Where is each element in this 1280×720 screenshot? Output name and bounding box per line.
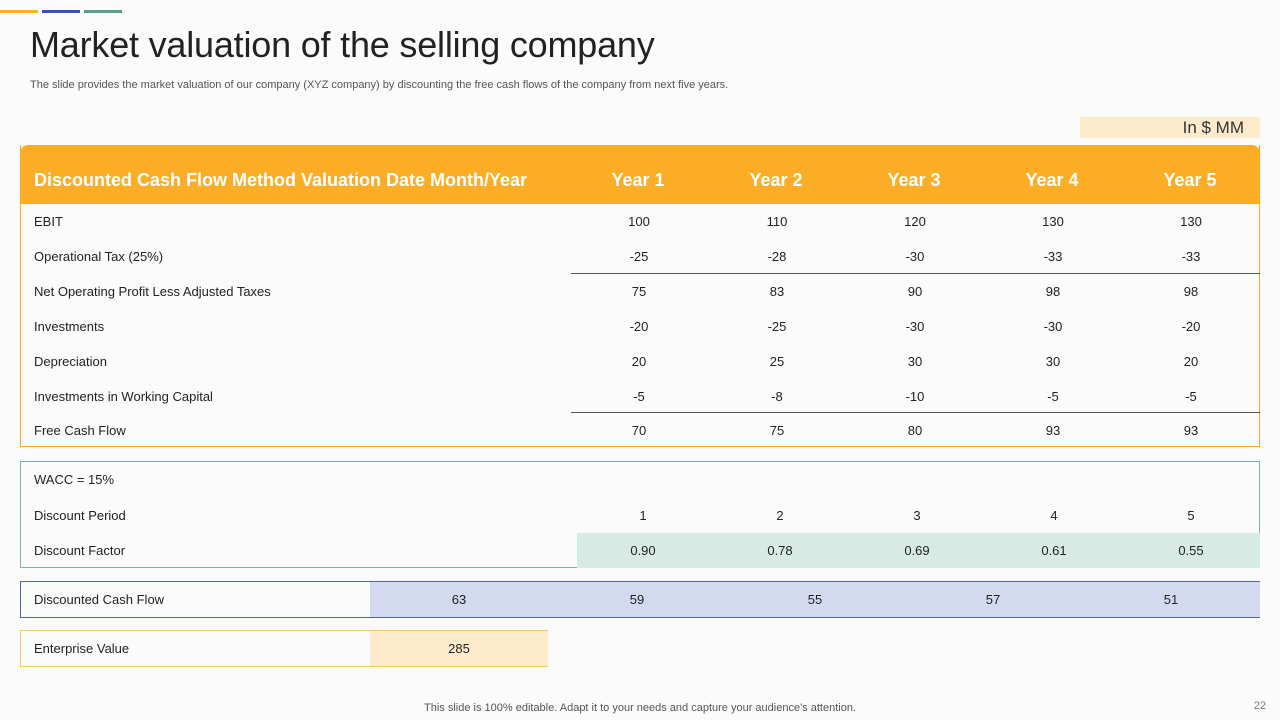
table-cell: 98 (1183, 284, 1199, 299)
table-cell: 0.90 (630, 543, 656, 558)
row-label: Discount Factor (34, 543, 126, 558)
dcf-table: Discounted Cash Flow Method Valuation Da… (20, 145, 1260, 447)
unit-badge: In $ MM (1080, 117, 1260, 138)
table-cell: 20 (631, 354, 647, 369)
row-divider (571, 273, 1260, 274)
wacc-label: WACC = 15% (34, 472, 115, 487)
page-number: 22 (1253, 700, 1266, 712)
table-cell: 0.69 (904, 543, 930, 558)
table-cell: 80 (907, 423, 923, 438)
enterprise-value-row: Enterprise Value 285 (20, 630, 548, 667)
page-subtitle: The slide provides the market valuation … (30, 79, 729, 91)
table-row: WACC = 15% (21, 462, 1259, 497)
table-cell: 20 (1183, 354, 1199, 369)
table-row: Free Cash Flow 70 75 80 93 93 (21, 413, 1259, 448)
row-label: Discount Period (34, 508, 126, 523)
table-cell: -33 (1181, 249, 1201, 264)
table-cell: 93 (1045, 423, 1061, 438)
table-cell: -10 (905, 389, 925, 404)
discounted-cash-flow-row: Discounted Cash Flow 63 59 55 57 51 (20, 581, 1260, 618)
table-cell: 75 (631, 284, 647, 299)
table-cell: 1 (639, 508, 647, 523)
table-cell: 70 (631, 423, 647, 438)
table-row: Investments -20 -25 -30 -30 -20 (21, 309, 1259, 344)
table-cell: 51 (1163, 592, 1179, 607)
table-cell: -30 (905, 319, 925, 334)
table-cell: 4 (1050, 508, 1058, 523)
table-cell: 90 (907, 284, 923, 299)
row-label: Depreciation (34, 354, 107, 369)
row-label: Investments in Working Capital (34, 389, 213, 404)
table-cell: 75 (769, 423, 785, 438)
row-label: EBIT (34, 214, 63, 229)
row-label: Operational Tax (25%) (34, 249, 164, 264)
table-cell: 130 (1042, 214, 1064, 229)
table-cell: -25 (767, 319, 787, 334)
table-row: Investments in Working Capital -5 -8 -10… (21, 379, 1259, 414)
footer-note: This slide is 100% editable. Adapt it to… (424, 702, 856, 714)
table-row: Depreciation 20 25 30 30 20 (21, 344, 1259, 379)
row-label: Discounted Cash Flow (34, 592, 165, 607)
table-cell: -28 (767, 249, 787, 264)
table-row: Net Operating Profit Less Adjusted Taxes… (21, 274, 1259, 309)
table-cell: -30 (1043, 319, 1063, 334)
table-cell: -8 (771, 389, 783, 404)
table-row: Operational Tax (25%) -25 -28 -30 -33 -3… (21, 239, 1259, 274)
table-cell: -5 (1047, 389, 1059, 404)
table-cell: 120 (904, 214, 926, 229)
table-cell: 0.61 (1041, 543, 1067, 558)
table-cell: 83 (769, 284, 785, 299)
table-cell: -20 (1181, 319, 1201, 334)
table-cell: -30 (905, 249, 925, 264)
table-cell: -5 (633, 389, 645, 404)
enterprise-value-highlight (370, 631, 548, 666)
row-divider (571, 412, 1260, 413)
accent-line-yellow (0, 10, 38, 13)
year-header: Year 5 (1163, 170, 1217, 190)
table-cell: -20 (629, 319, 649, 334)
discount-factor-highlight (577, 533, 1260, 568)
discounted-cash-flow-highlight (370, 582, 1260, 617)
table-cell: 3 (913, 508, 921, 523)
table-row: Discount Factor 0.90 0.78 0.69 0.61 0.55 (21, 533, 1259, 568)
table-cell: 98 (1045, 284, 1061, 299)
table-row: EBIT 100 110 120 130 130 (21, 204, 1259, 239)
accent-lines (0, 10, 130, 14)
year-header: Year 1 (611, 170, 665, 190)
dcf-header-label: Discounted Cash Flow Method Valuation Da… (34, 170, 528, 190)
table-cell: 110 (766, 214, 788, 229)
accent-line-green (84, 10, 122, 13)
page-title: Market valuation of the selling company (30, 24, 655, 65)
dcf-table-header: Discounted Cash Flow Method Valuation Da… (20, 145, 1260, 204)
year-header: Year 3 (887, 170, 941, 190)
table-cell: -25 (629, 249, 649, 264)
table-row: Discount Period 1 2 3 4 5 (21, 498, 1259, 533)
table-cell: 55 (807, 592, 823, 607)
table-cell: 0.78 (767, 543, 793, 558)
table-cell: 130 (1180, 214, 1202, 229)
table-cell: 0.55 (1178, 543, 1204, 558)
accent-line-blue (42, 10, 80, 13)
enterprise-value: 285 (448, 641, 470, 656)
wacc-table: WACC = 15% Discount Period 1 2 3 4 5 Dis… (20, 461, 1260, 568)
year-header: Year 2 (749, 170, 803, 190)
table-cell: 30 (1045, 354, 1061, 369)
table-cell: 2 (776, 508, 784, 523)
table-cell: 25 (769, 354, 785, 369)
table-cell: 5 (1187, 508, 1195, 523)
table-cell: 63 (451, 592, 467, 607)
row-label: Investments (34, 319, 105, 334)
table-cell: 57 (985, 592, 1001, 607)
table-cell: -33 (1043, 249, 1063, 264)
row-label: Enterprise Value (34, 641, 130, 656)
table-cell: 93 (1183, 423, 1199, 438)
table-cell: 100 (628, 214, 650, 229)
row-label: Free Cash Flow (34, 423, 126, 438)
table-cell: 30 (907, 354, 923, 369)
table-cell: -5 (1185, 389, 1197, 404)
row-label: Net Operating Profit Less Adjusted Taxes (34, 284, 271, 299)
year-header: Year 4 (1025, 170, 1079, 190)
table-cell: 59 (629, 592, 645, 607)
